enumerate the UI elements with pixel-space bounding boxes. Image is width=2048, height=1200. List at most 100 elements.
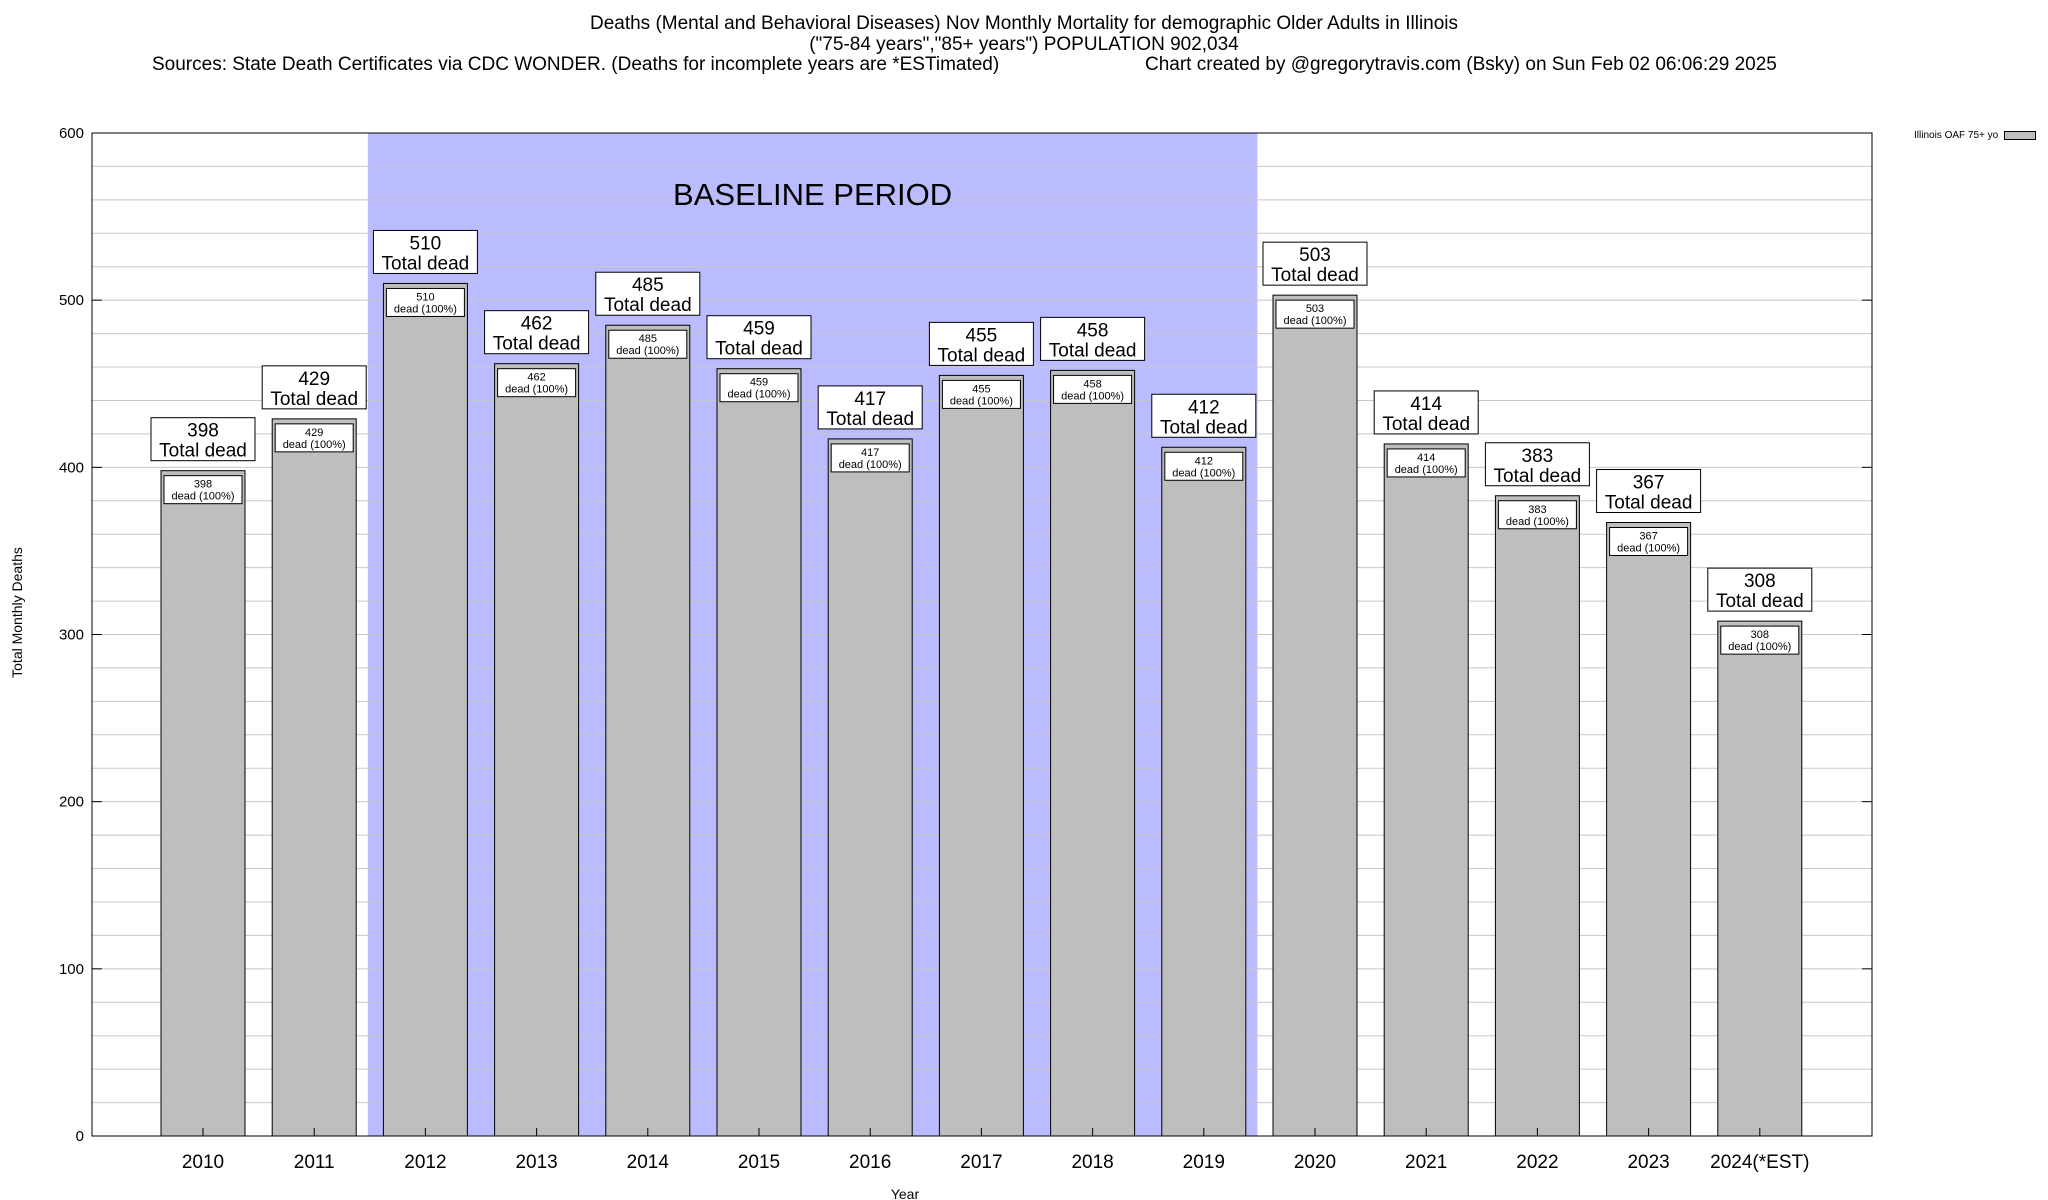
y-axis-label: Total Monthly Deaths [9, 547, 25, 678]
bar [1717, 620, 1803, 1137]
bar-inner-label-box [719, 373, 799, 403]
bar-top-total: Total dead [604, 295, 692, 316]
bar-top-label-box [1151, 393, 1257, 438]
chart-subtitle: ("75-84 years","85+ years") POPULATION 9… [809, 34, 1239, 55]
bar-top-total: Total dead [938, 345, 1026, 366]
bar-inner-value: 510 [416, 291, 434, 303]
bar-top-value: 429 [298, 369, 330, 390]
bar-inner-label-box [1386, 448, 1466, 478]
bar [1494, 495, 1580, 1137]
y-tick-label: 100 [59, 961, 84, 978]
x-tick-label: 2019 [1183, 1152, 1225, 1173]
bar-top-value: 459 [743, 319, 775, 340]
bar-inner-value: 503 [1306, 303, 1324, 315]
y-tick-label: 500 [59, 292, 84, 309]
bar-top-total: Total dead [826, 409, 914, 430]
bar-inner-percent: dead (100%) [1061, 390, 1124, 402]
bar [938, 374, 1024, 1137]
bar-inner-value: 455 [972, 383, 990, 395]
bar-inner-percent: dead (100%) [1395, 464, 1458, 476]
bar-inner-label-box [1720, 625, 1800, 655]
bar-inner-label-box [1609, 526, 1689, 556]
legend-label: Illinois OAF 75+ yo [1914, 130, 1999, 141]
bar-inner-percent: dead (100%) [394, 303, 457, 315]
legend-swatch [2004, 131, 2037, 140]
bar [827, 438, 913, 1137]
x-tick-label: 2018 [1071, 1152, 1113, 1173]
x-tick-label: 2015 [738, 1152, 780, 1173]
bar-inner-value: 462 [527, 372, 545, 384]
bar-top-value: 485 [632, 275, 664, 296]
bar-top-label-box [595, 271, 701, 316]
bar [1383, 443, 1469, 1137]
bar [1272, 294, 1358, 1137]
bar-top-total: Total dead [1605, 492, 1693, 513]
bar-top-total: Total dead [715, 339, 803, 360]
bar-inner-label-box [1497, 500, 1577, 530]
bar-top-total: Total dead [1382, 414, 1470, 435]
x-tick-label: 2014 [627, 1152, 670, 1173]
x-tick-label: 2017 [960, 1152, 1002, 1173]
bar-inner-percent: dead (100%) [1617, 542, 1680, 554]
bar-top-label-box [817, 385, 923, 430]
chart-credit: Chart created by @gregorytravis.com (Bsk… [1145, 54, 1777, 75]
bar-inner-percent: dead (100%) [728, 389, 791, 401]
bar [494, 363, 580, 1137]
bar-top-label-box [372, 229, 478, 274]
bar-top-value: 455 [966, 325, 998, 346]
x-tick-label: 2013 [515, 1152, 557, 1173]
bar-top-label-box [1373, 390, 1479, 435]
bar-top-label-box [484, 310, 590, 355]
bar-top-total: Total dead [1494, 466, 1582, 487]
bar-top-total: Total dead [493, 334, 581, 355]
bar-inner-percent: dead (100%) [1728, 641, 1791, 653]
bar [1606, 521, 1692, 1137]
bar-inner-value: 383 [1528, 504, 1546, 516]
bar [716, 368, 802, 1137]
bar-top-label-box [1596, 468, 1702, 513]
x-axis-label: Year [891, 1186, 920, 1200]
bar-inner-label-box [385, 287, 465, 317]
bar-top-label-box [1707, 567, 1813, 612]
bar-top-label-box [150, 417, 256, 462]
chart-title: Deaths (Mental and Behavioral Diseases) … [589, 13, 1459, 34]
bar-top-value: 398 [187, 421, 219, 442]
legend: Illinois OAF 75+ yo [1914, 130, 2037, 141]
bar [382, 282, 468, 1137]
chart-sources: Sources: State Death Certificates via CD… [152, 54, 1000, 75]
bar [271, 418, 357, 1137]
bar-top-value: 414 [1410, 394, 1442, 415]
bar-top-value: 458 [1077, 320, 1109, 341]
bar-top-value: 510 [410, 233, 442, 254]
bar-inner-label-box [163, 475, 243, 505]
bar-inner-value: 458 [1083, 378, 1101, 390]
bar-inner-label-box [608, 329, 688, 359]
bar-top-label-box [1040, 316, 1146, 361]
bar-top-total: Total dead [1049, 340, 1137, 361]
bar-inner-value: 412 [1195, 455, 1213, 467]
bar-inner-label-box [830, 443, 910, 473]
bar-inner-value: 459 [750, 377, 768, 389]
bar-inner-label-box [274, 423, 354, 453]
bar [160, 470, 246, 1137]
bar-inner-percent: dead (100%) [950, 395, 1013, 407]
bar-inner-percent: dead (100%) [616, 345, 679, 357]
bar-top-value: 383 [1522, 446, 1554, 467]
x-tick-label: 2010 [182, 1152, 224, 1173]
x-tick-label: 2011 [294, 1152, 335, 1173]
bar-inner-label-box [941, 379, 1021, 409]
bar-top-value: 462 [521, 314, 553, 335]
bar-inner-label-box [1053, 374, 1133, 404]
x-tick-label: 2020 [1294, 1152, 1336, 1173]
bar-top-value: 367 [1633, 472, 1665, 493]
bar-top-total: Total dead [1716, 591, 1804, 612]
y-tick-label: 0 [76, 1128, 84, 1145]
bar-top-label-box [706, 315, 812, 360]
bar-top-value: 417 [854, 389, 886, 410]
bar-inner-value: 485 [639, 333, 657, 345]
bar-inner-percent: dead (100%) [172, 491, 235, 503]
bar-inner-value: 414 [1417, 452, 1435, 464]
x-tick-label: 2016 [849, 1152, 891, 1173]
bar-inner-percent: dead (100%) [1284, 315, 1347, 327]
